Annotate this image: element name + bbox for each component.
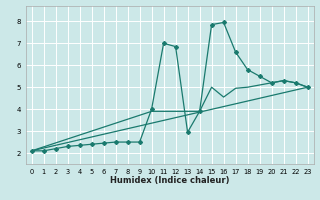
X-axis label: Humidex (Indice chaleur): Humidex (Indice chaleur) [110,176,229,185]
